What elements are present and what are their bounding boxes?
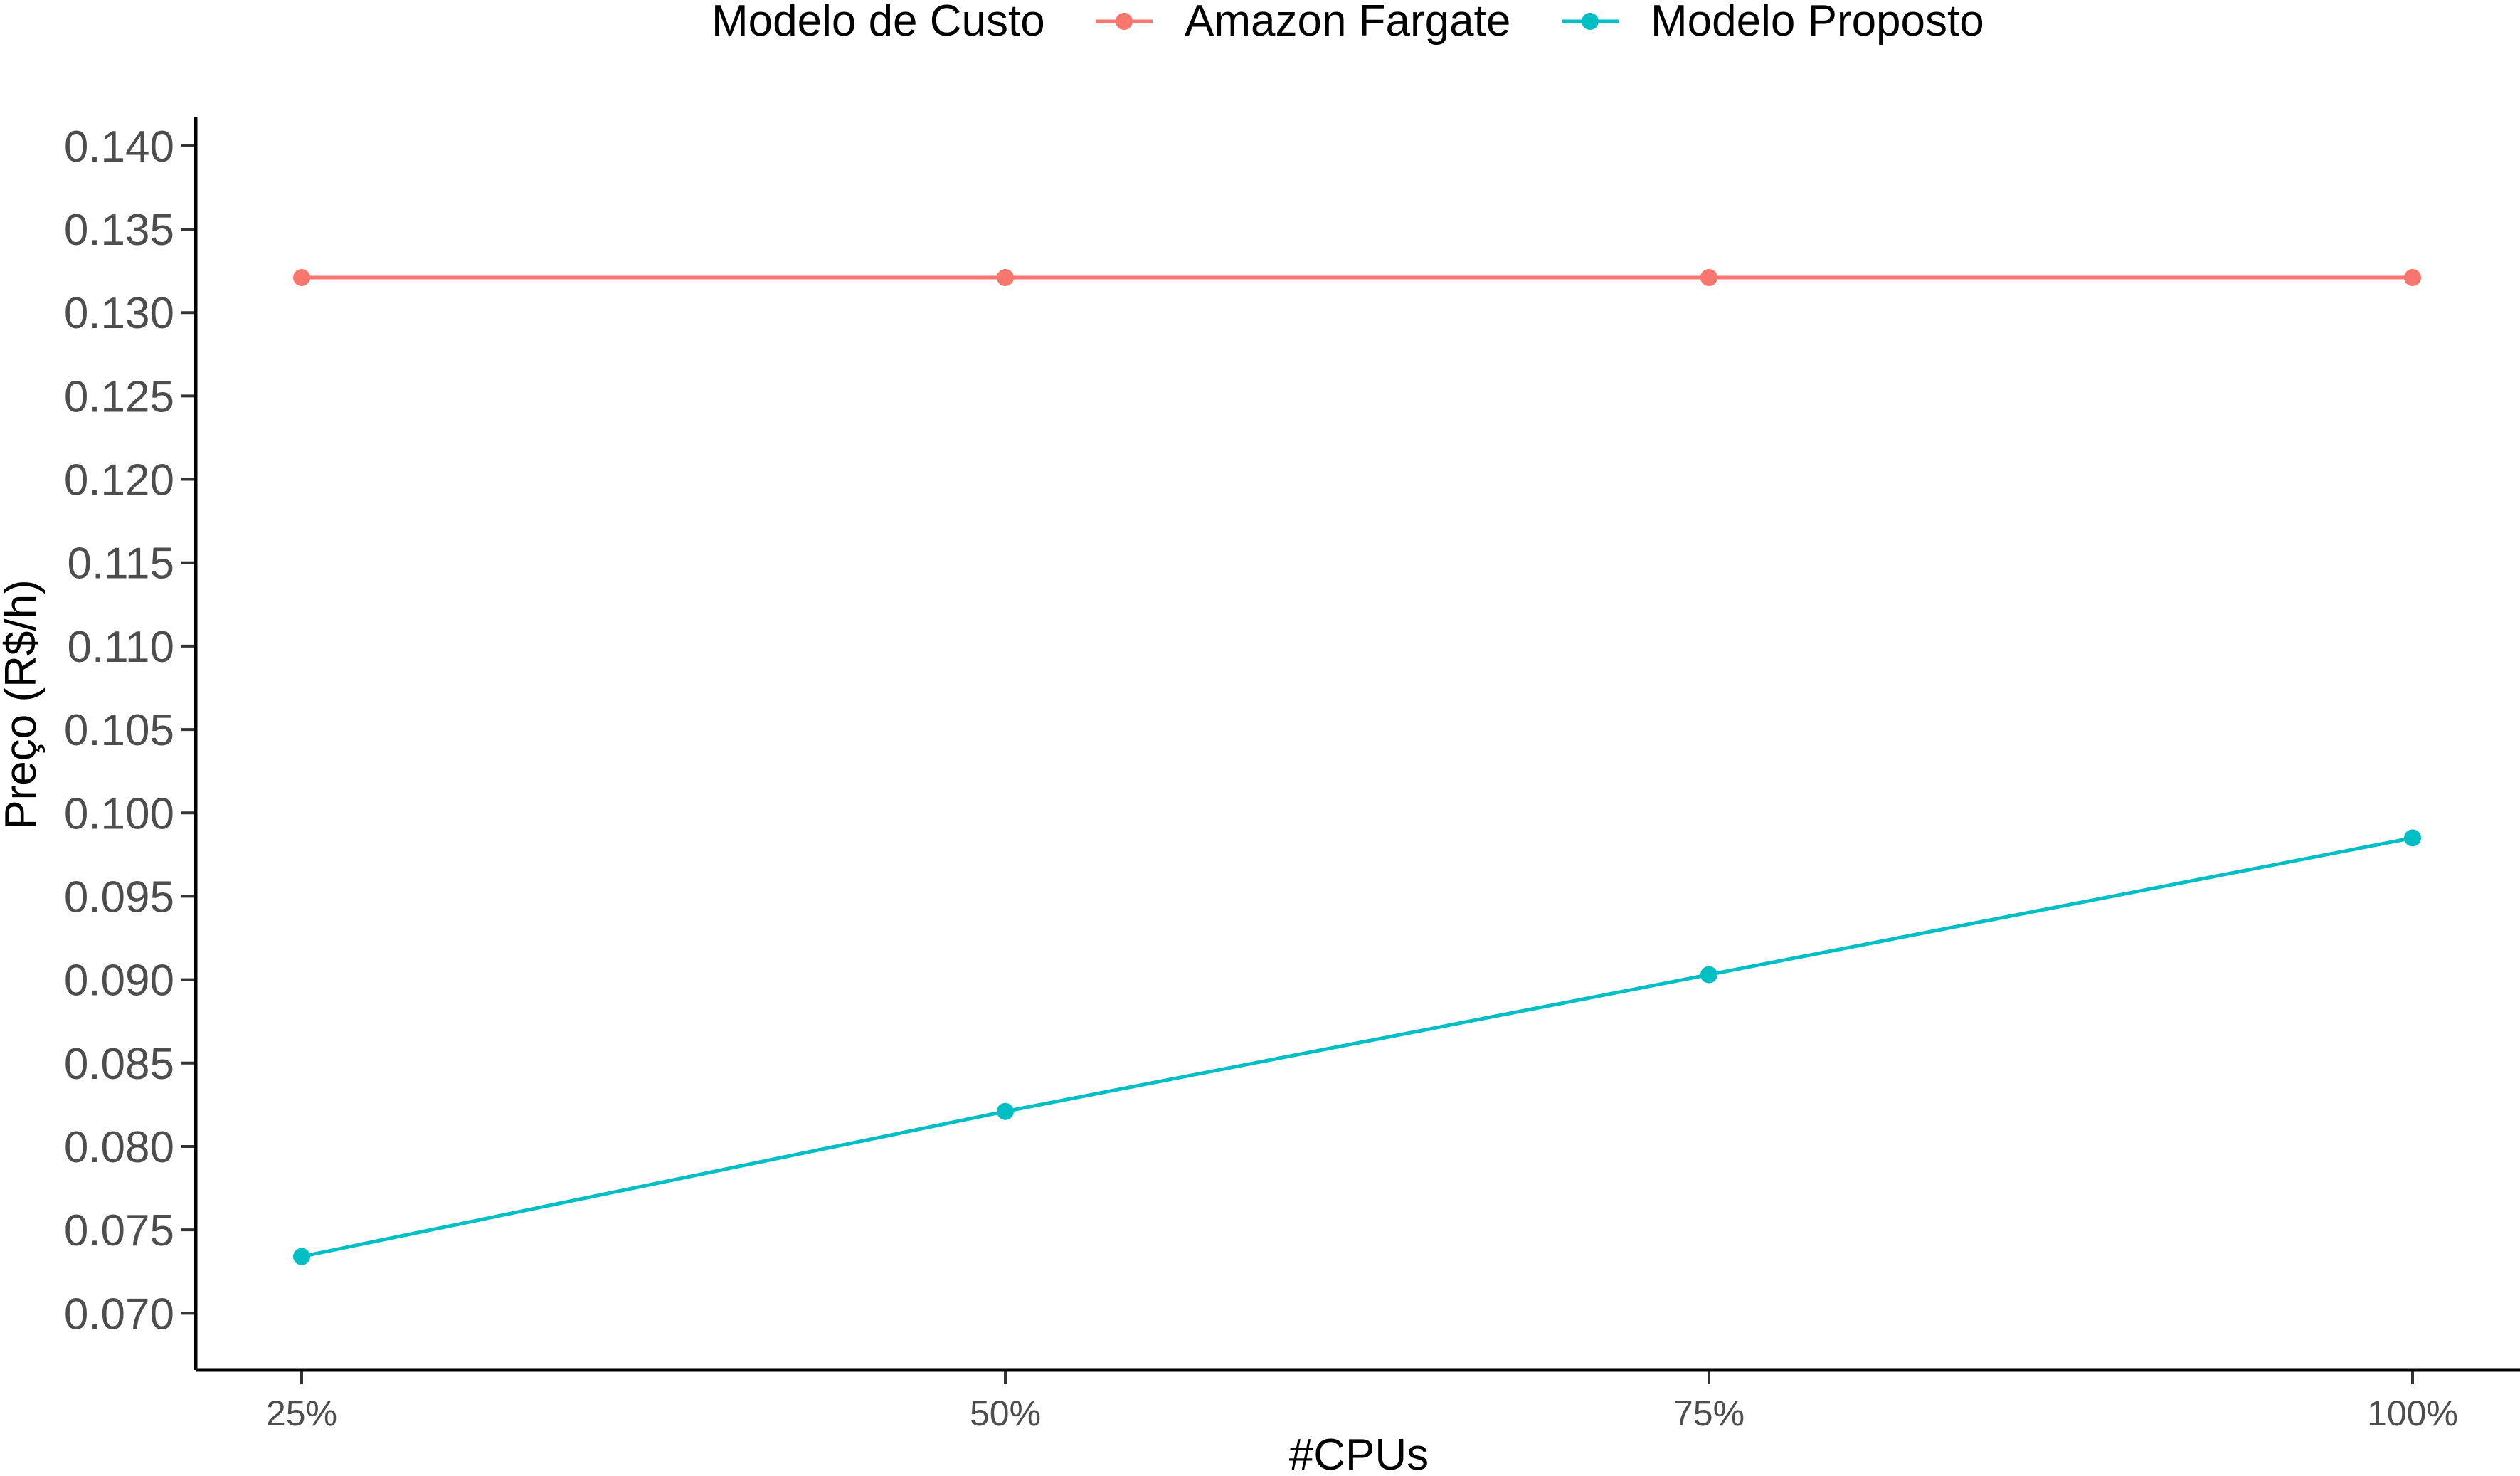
data-point xyxy=(997,268,1014,286)
x-tick-label: 100% xyxy=(2367,1393,2458,1433)
legend-label: Amazon Fargate xyxy=(1185,0,1510,46)
series-line xyxy=(301,835,2413,1259)
y-tick-label: 0.080 xyxy=(64,1123,174,1172)
data-point xyxy=(1700,268,1717,286)
legend-item: Modelo Proposto xyxy=(1562,0,1984,46)
y-axis-ticks: 0.070 0.075 0.080 0.085 0.090 0.095 0.100 0.105… xyxy=(64,122,196,1339)
y-tick-label: 0.110 xyxy=(67,623,174,672)
x-tick-label: 50% xyxy=(970,1393,1041,1433)
data-point xyxy=(997,1102,1014,1120)
y-tick-label: 0.075 xyxy=(64,1206,174,1255)
legend-title: Modelo de Custo xyxy=(711,0,1045,46)
y-tick-label: 0.130 xyxy=(64,289,174,338)
y-tick-label: 0.125 xyxy=(64,372,174,421)
y-tick-label: 0.135 xyxy=(64,206,174,255)
x-axis-ticks: 25% 50% 75% 100% xyxy=(266,1370,2458,1433)
y-tick-label: 0.120 xyxy=(64,456,174,505)
legend-key-point xyxy=(1116,13,1133,30)
x-tick-label: 25% xyxy=(266,1393,337,1433)
data-point xyxy=(2404,829,2421,847)
data-point xyxy=(2404,268,2421,286)
y-tick-label: 0.085 xyxy=(64,1040,174,1089)
y-tick-label: 0.105 xyxy=(64,706,174,755)
legend-label: Modelo Proposto xyxy=(1651,0,1984,46)
data-point xyxy=(1700,966,1717,984)
y-axis-title: Preço (R$/h) xyxy=(0,579,46,829)
y-tick-label: 0.115 xyxy=(67,539,174,589)
series-layer xyxy=(293,268,2421,1265)
x-tick-label: 75% xyxy=(1673,1393,1745,1433)
legend-items: Amazon Fargate Modelo Proposto xyxy=(1096,0,1984,46)
series-1 xyxy=(293,268,2421,286)
legend: Modelo de Custo Amazon Fargate Modelo Pro… xyxy=(711,0,1984,46)
y-tick-label: 0.140 xyxy=(64,122,174,172)
legend-key-point xyxy=(1582,13,1599,30)
legend-item: Amazon Fargate xyxy=(1096,0,1510,46)
series-2 xyxy=(293,829,2421,1265)
data-point xyxy=(293,268,310,286)
y-tick-label: 0.100 xyxy=(64,789,174,838)
y-tick-label: 0.070 xyxy=(64,1290,174,1339)
x-axis-title: #CPUs xyxy=(1289,1430,1429,1476)
y-tick-label: 0.090 xyxy=(64,956,174,1006)
y-tick-label: 0.095 xyxy=(64,873,174,922)
data-point xyxy=(293,1248,310,1265)
